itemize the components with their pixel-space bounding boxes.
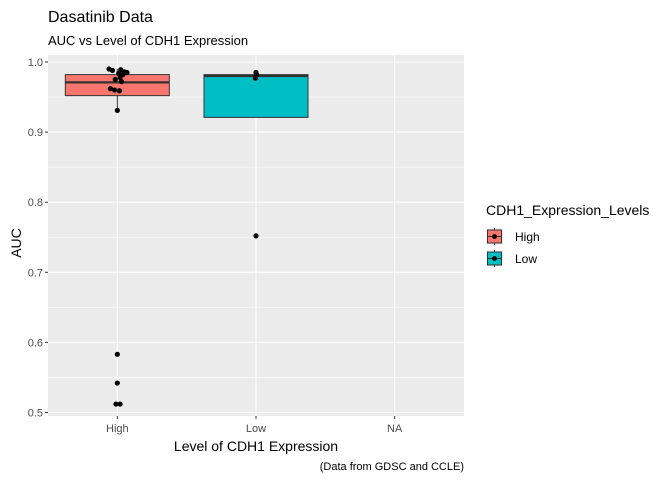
data-point (253, 233, 259, 239)
data-point (109, 67, 116, 74)
data-point (113, 401, 119, 407)
data-point (114, 380, 120, 386)
data-point (116, 70, 122, 76)
y-tick-label: 0.7 (28, 267, 43, 279)
data-point (124, 69, 130, 76)
legend-label: High (515, 230, 540, 244)
x-axis: High Low NA (106, 416, 403, 435)
legend-key-point (492, 256, 497, 261)
box-body (203, 74, 309, 118)
legend-title: CDH1_Expression_Levels (486, 202, 649, 218)
caption: (Data from GDSC and CCLE) (320, 461, 464, 473)
x-tick-label: High (106, 423, 129, 435)
data-point (114, 351, 120, 357)
y-tick-label: 0.9 (28, 127, 43, 139)
data-point (114, 107, 120, 113)
data-point (116, 88, 123, 94)
x-tick-label: Low (246, 423, 266, 435)
data-point (117, 401, 123, 407)
data-point (112, 76, 118, 83)
legend-entry-low: Low (486, 250, 537, 267)
y-axis: 0.5 0.6 0.7 0.8 0.9 1.0 (28, 57, 48, 419)
data-point (107, 86, 113, 92)
legend-key-point (492, 234, 497, 239)
data-point (252, 75, 258, 81)
x-axis-title: Level of CDH1 Expression (174, 438, 338, 454)
y-tick-label: 0.5 (28, 407, 43, 419)
chart-subtitle: AUC vs Level of CDH1 Expression (48, 33, 248, 48)
chart-title: Dasatinib Data (48, 9, 153, 26)
legend: CDH1_Expression_Levels High Low (486, 202, 649, 267)
y-tick-label: 1.0 (28, 57, 43, 69)
y-axis-title: AUC (8, 228, 24, 258)
data-point (111, 87, 118, 93)
data-point (117, 74, 123, 81)
data-point (118, 79, 125, 85)
gridlines (48, 55, 464, 416)
x-tick-label: NA (387, 423, 403, 435)
legend-entry-high: High (486, 228, 540, 245)
box-body (64, 74, 170, 97)
y-tick-label: 0.6 (28, 337, 43, 349)
y-tick-label: 0.8 (28, 197, 43, 209)
data-points (106, 66, 260, 407)
legend-label: Low (515, 252, 537, 266)
